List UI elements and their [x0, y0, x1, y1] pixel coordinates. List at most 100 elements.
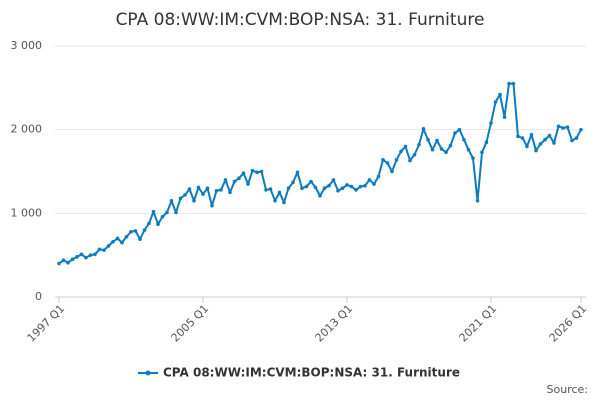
point [138, 237, 142, 242]
point [417, 142, 421, 147]
point [327, 183, 331, 188]
point [79, 252, 84, 257]
point [390, 169, 394, 174]
point [201, 192, 205, 196]
point [120, 240, 124, 245]
point [385, 161, 390, 165]
point [381, 157, 385, 162]
point [471, 156, 475, 160]
point [259, 169, 264, 174]
point [322, 186, 327, 191]
point [345, 183, 349, 187]
point [129, 229, 133, 234]
point [268, 187, 273, 191]
point [318, 193, 322, 198]
point [493, 100, 498, 104]
point [255, 170, 259, 175]
point [70, 257, 75, 262]
x-tick-label: 2021 Q1 [457, 302, 500, 345]
point [336, 188, 340, 193]
point [309, 179, 313, 184]
y-tick-label: 0 [35, 290, 42, 303]
point [88, 253, 93, 257]
point [246, 182, 250, 186]
point [480, 150, 484, 155]
point [529, 132, 534, 137]
series-line [58, 82, 582, 265]
point [84, 255, 88, 260]
x-tick-label: 2005 Q1 [169, 302, 212, 345]
point [403, 144, 408, 149]
x-tick-label: 2026 Q1 [547, 302, 590, 345]
legend-label: CPA 08:WW:IM:CVM:BOP:NSA: 31. Furniture [163, 366, 460, 380]
point [228, 190, 232, 195]
point [97, 247, 102, 252]
point [160, 214, 165, 219]
point [394, 157, 399, 162]
point [574, 136, 579, 140]
point [358, 184, 363, 189]
point [264, 188, 268, 192]
point [525, 144, 529, 149]
point [372, 182, 376, 186]
point [466, 147, 471, 152]
point [439, 147, 444, 151]
point [282, 200, 286, 205]
point [115, 236, 120, 241]
point [156, 222, 160, 227]
point [133, 229, 138, 233]
point [399, 149, 403, 154]
chart-title: CPA 08:WW:IM:CVM:BOP:NSA: 31. Furniture [116, 10, 485, 30]
point [457, 127, 462, 132]
point [547, 133, 552, 138]
point [561, 126, 565, 130]
point [376, 174, 381, 179]
point [570, 138, 574, 143]
point [435, 138, 439, 143]
x-tick-label: 2013 Q1 [313, 302, 356, 345]
point [538, 142, 543, 146]
y-tick-label: 1 000 [11, 206, 43, 219]
point [556, 124, 561, 129]
x-tick-label: 1997 Q1 [25, 302, 68, 345]
point [313, 185, 318, 190]
point [448, 143, 453, 148]
y-tick-label: 2 000 [11, 123, 43, 136]
point [412, 152, 417, 157]
point [552, 141, 556, 145]
point [232, 179, 237, 184]
point [579, 127, 583, 132]
point [111, 239, 115, 244]
point [187, 187, 192, 191]
point [147, 221, 151, 226]
point [484, 140, 489, 145]
point [286, 186, 291, 191]
point [169, 198, 174, 203]
source: Source: [547, 383, 589, 396]
point [354, 188, 358, 192]
point [192, 198, 196, 203]
point [237, 176, 241, 180]
point [300, 186, 304, 191]
point [511, 81, 516, 86]
point [174, 210, 178, 215]
point [444, 150, 448, 155]
point [57, 261, 61, 266]
point [205, 186, 210, 191]
point [142, 228, 147, 232]
point [507, 81, 511, 86]
point [93, 252, 97, 257]
point [102, 248, 106, 252]
legend-marker [145, 370, 151, 376]
point [277, 190, 282, 195]
point [453, 131, 457, 135]
point [331, 178, 336, 182]
point [349, 184, 354, 189]
point [219, 188, 223, 192]
point [273, 198, 277, 203]
point [516, 134, 520, 139]
point [430, 147, 435, 152]
point [304, 184, 309, 189]
point [502, 115, 507, 119]
point [543, 137, 547, 142]
